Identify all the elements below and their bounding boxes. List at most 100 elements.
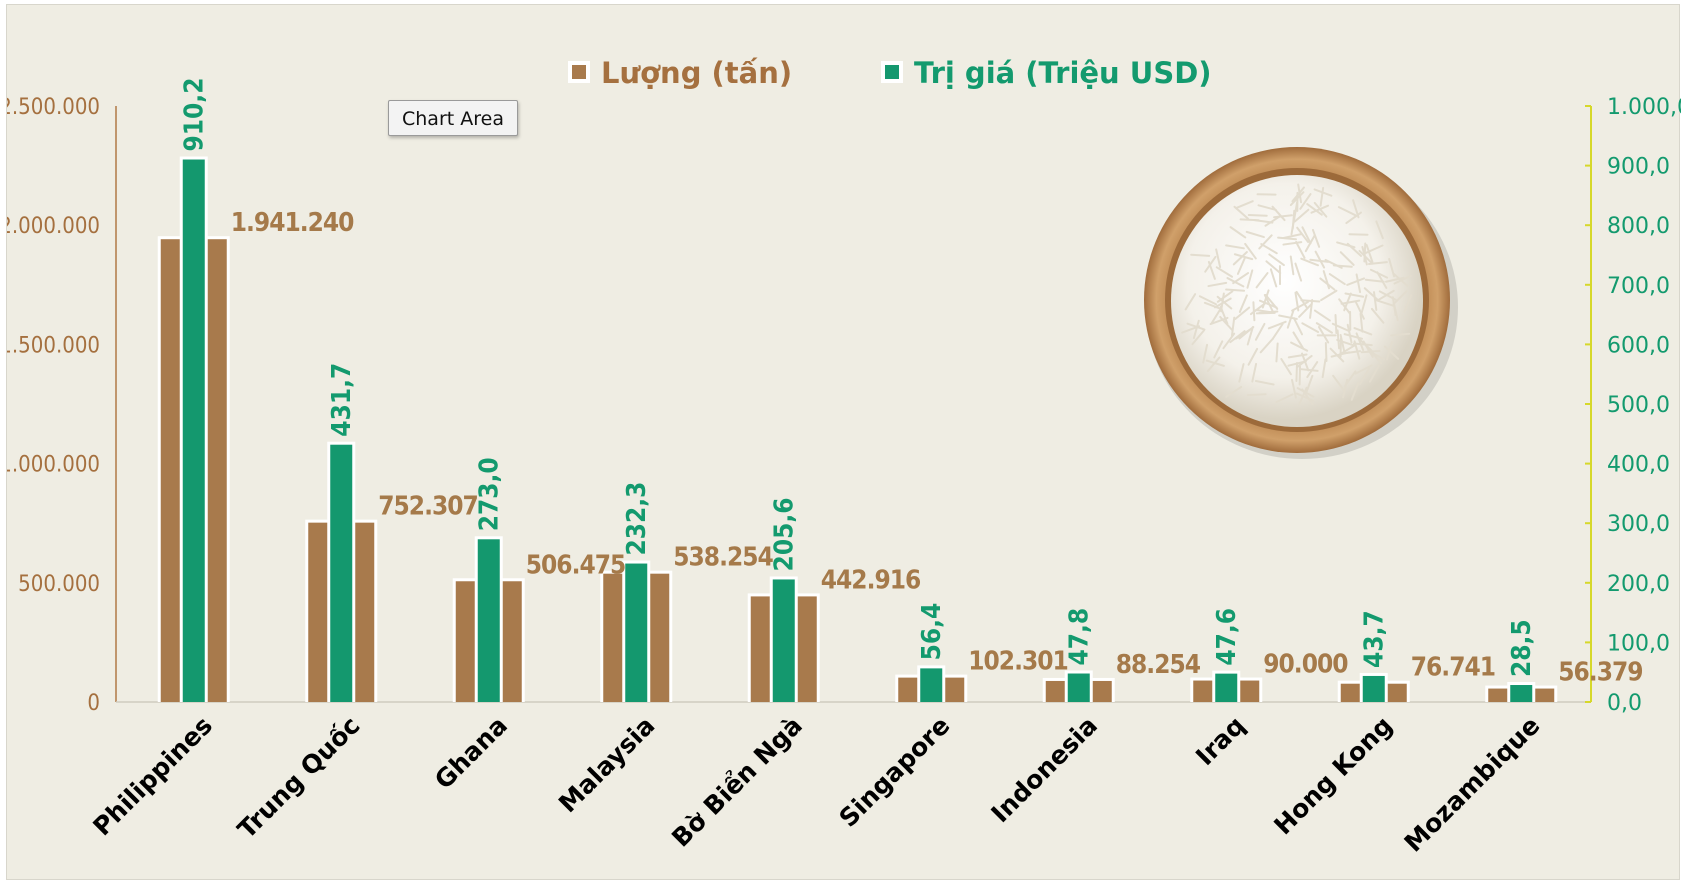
value-bar <box>625 563 648 702</box>
rice-grain <box>1334 314 1338 335</box>
rice-grain <box>1246 269 1254 289</box>
rice-grain <box>1286 309 1295 329</box>
rice-grain <box>1311 228 1321 248</box>
rice-export-chart: Lượng (tấn) Trị giá (Triệu USD) 0 500.000… <box>7 56 1681 858</box>
rice-grain <box>1216 290 1234 303</box>
rice-grain <box>1344 292 1365 298</box>
quantity-bar <box>1532 688 1555 702</box>
rice-grain <box>1258 299 1278 309</box>
rice-grain <box>1230 316 1236 337</box>
rice-grain <box>1299 193 1312 210</box>
rice-grain <box>1253 219 1274 224</box>
rice-grain <box>1314 250 1326 269</box>
rice-grain <box>1232 272 1250 285</box>
quantity-bar <box>352 522 375 702</box>
chart-area: Lượng (tấn) Trị giá (Triệu USD) 0 500.000… <box>6 4 1681 880</box>
value-bar <box>477 539 500 702</box>
rice-grain <box>1215 266 1234 278</box>
rice-grain <box>1275 342 1279 363</box>
value-bar <box>1362 675 1385 702</box>
rice-grain <box>1244 242 1257 260</box>
rice-grain <box>1247 347 1259 366</box>
rice-grain <box>1337 206 1357 217</box>
right-tick-label: 600,0 <box>1607 333 1670 358</box>
quantity-bar <box>794 596 817 702</box>
quantity-bar <box>1384 683 1407 702</box>
value-data-label: 431,7 <box>327 363 357 437</box>
rice-grain <box>1319 277 1336 291</box>
bars <box>157 156 1558 703</box>
rice-grain <box>1383 345 1400 360</box>
rice-grain <box>1291 379 1297 399</box>
rice-grain <box>1393 274 1412 285</box>
rice-grain <box>1282 233 1303 240</box>
quantity-data-label: 88.254 <box>1116 650 1201 680</box>
rice-grain <box>1289 255 1295 276</box>
legend-item-quantity[interactable]: Lượng (tấn) <box>568 56 792 90</box>
right-tick-label: 800,0 <box>1607 214 1670 239</box>
value-data-label: 47,8 <box>1065 608 1095 666</box>
rice-grain <box>1198 295 1217 306</box>
rice-grain <box>1304 234 1316 253</box>
rice-grain <box>1247 213 1268 217</box>
rice-grain <box>1259 337 1274 354</box>
value-data-label: 205,6 <box>770 497 800 571</box>
rice-grain <box>1291 209 1296 230</box>
rice-grain <box>1246 326 1254 346</box>
value-data-label: 43,7 <box>1360 610 1390 668</box>
rice-grain <box>1264 214 1282 227</box>
right-tick-label: 0,0 <box>1607 691 1642 716</box>
rice-grain <box>1392 290 1408 305</box>
rice-grain <box>1339 251 1355 266</box>
chart-area-tooltip: Chart Area <box>388 100 518 136</box>
quantity-data-label: 76.741 <box>1411 653 1495 683</box>
rice-grain <box>1245 230 1265 239</box>
quantity-bar <box>1089 680 1112 702</box>
value-data-label: 56,4 <box>917 603 947 661</box>
rice-grain <box>1336 241 1356 249</box>
rice-grain <box>1238 294 1248 313</box>
left-tick-label: 1.500.000 <box>7 333 100 358</box>
rice-grain <box>1324 342 1328 363</box>
quantity-bar <box>499 581 522 702</box>
rice-grain <box>1290 341 1309 352</box>
rice-grain <box>1291 186 1305 203</box>
quantity-bar <box>898 677 921 702</box>
rice-grain <box>1287 360 1307 367</box>
quantity-data-label: 506.475 <box>526 550 626 580</box>
rice-grain <box>1353 327 1373 336</box>
right-tick-label: 400,0 <box>1607 453 1670 478</box>
rice-grain <box>1324 258 1343 269</box>
rice-grain <box>1295 290 1308 309</box>
right-tick-label: 100,0 <box>1607 631 1670 656</box>
rice-grain <box>1340 299 1361 305</box>
rice-grain <box>1204 255 1217 273</box>
rice-grain <box>1215 248 1222 268</box>
rice-grain <box>1364 278 1385 283</box>
rice-grain <box>1190 253 1211 257</box>
rice-grain <box>1355 301 1365 320</box>
rice-grain <box>1293 208 1310 223</box>
rice-grain <box>1232 251 1248 266</box>
rice-grain <box>1192 319 1200 340</box>
rice-grain <box>1298 386 1308 406</box>
rice-grain <box>1373 291 1378 311</box>
value-bar <box>1510 685 1533 702</box>
left-tick-label: 0 <box>87 691 100 716</box>
rice-grain <box>1267 320 1287 330</box>
rice-grain <box>1352 342 1373 347</box>
rice-grain <box>1295 362 1298 383</box>
rice-grain <box>1254 379 1275 386</box>
left-tick-label: 500.000 <box>18 572 100 597</box>
category-label: Trung Quốc <box>232 711 366 845</box>
rice-grain <box>1365 243 1374 264</box>
rice-grain <box>1203 301 1223 311</box>
rice-grain <box>1331 322 1351 333</box>
rice-grain <box>1273 214 1293 219</box>
left-tick-label: 2.000.000 <box>7 214 100 239</box>
rice-grain <box>1336 329 1341 350</box>
legend-item-value[interactable]: Trị giá (Triệu USD) <box>881 56 1212 90</box>
rice-grain <box>1233 253 1254 261</box>
rice-grain <box>1355 273 1362 294</box>
rice-grain <box>1236 256 1247 275</box>
